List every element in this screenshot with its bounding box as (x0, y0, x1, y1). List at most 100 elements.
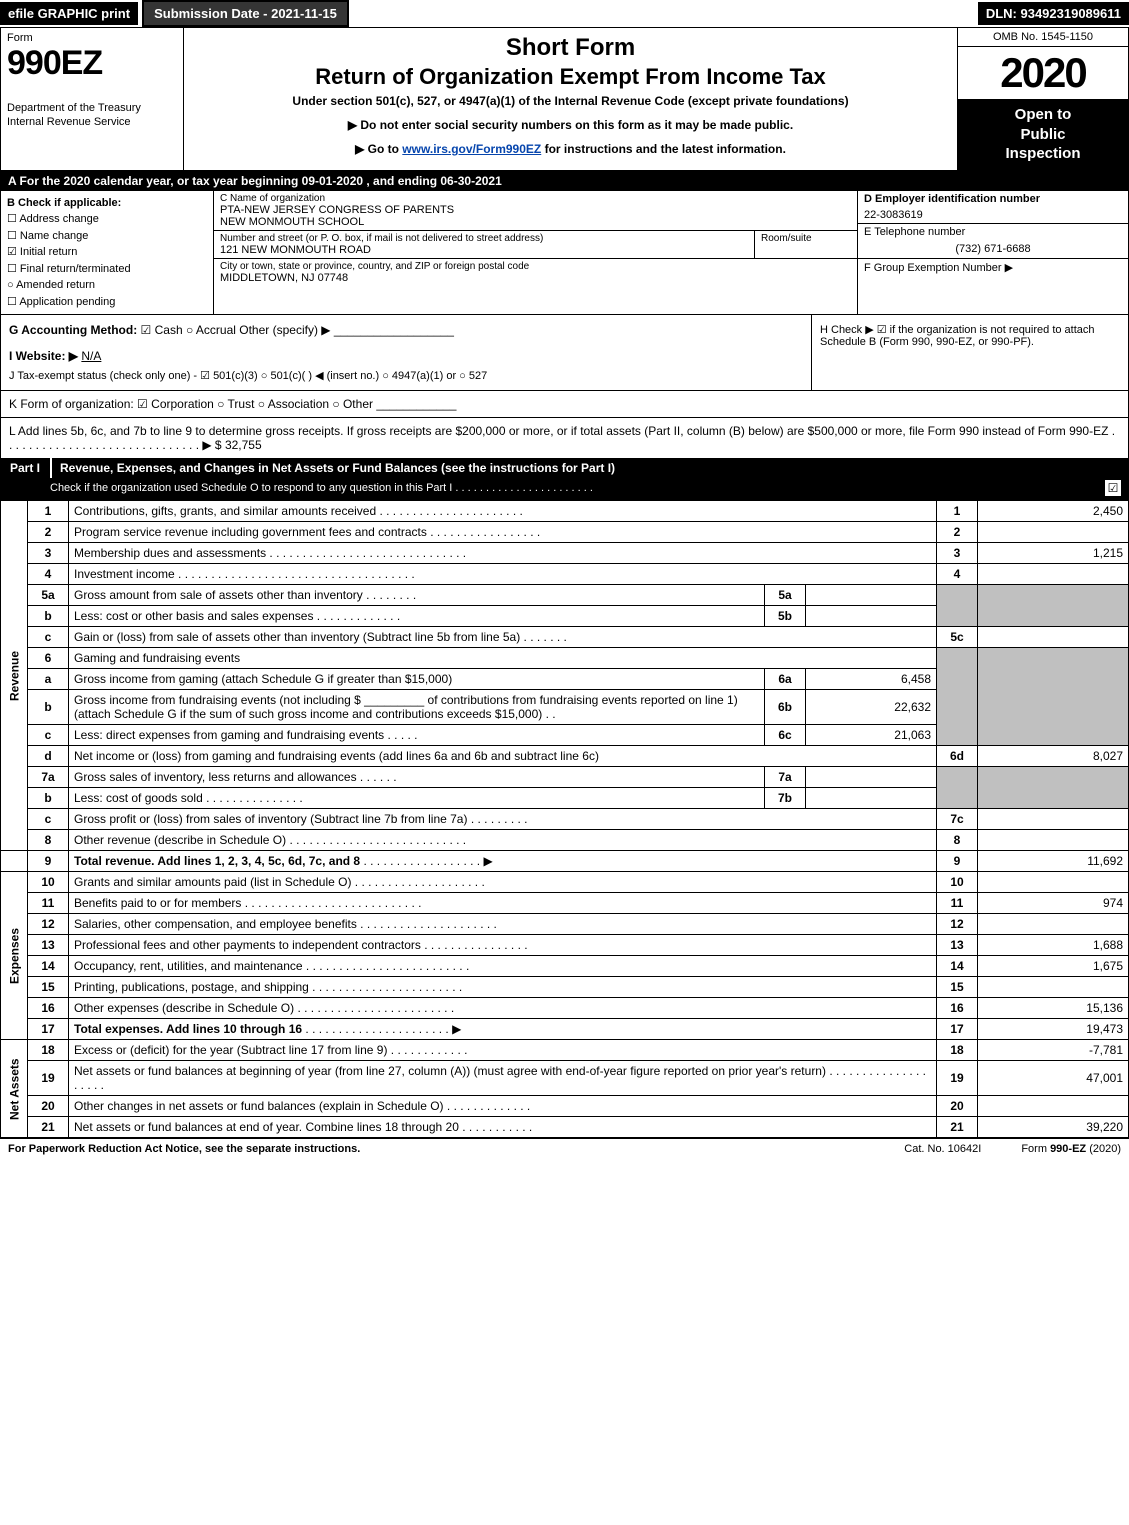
l9-rv: 11,692 (978, 851, 1129, 872)
l18-no: 18 (28, 1040, 69, 1061)
open-line-1: Open to (958, 105, 1128, 125)
l8-desc: Other revenue (describe in Schedule O) .… (69, 830, 937, 851)
l12-rv (978, 914, 1129, 935)
header-subtitle: Under section 501(c), 527, or 4947(a)(1)… (194, 94, 947, 108)
tax-year: 2020 (958, 47, 1128, 99)
l6b-no: b (28, 690, 69, 725)
section-k[interactable]: K Form of organization: ☑ Corporation ○ … (0, 391, 1129, 418)
h-box: H Check ▶ ☑ if the organization is not r… (811, 315, 1128, 390)
l2-rn: 2 (937, 522, 978, 543)
l3-rv: 1,215 (978, 543, 1129, 564)
l7c-rv (978, 809, 1129, 830)
l18-desc: Excess or (deficit) for the year (Subtra… (69, 1040, 937, 1061)
l6a-mv: 6,458 (806, 669, 937, 690)
rev-bottom-spacer (1, 851, 28, 872)
l16-rv: 15,136 (978, 998, 1129, 1019)
i-label: I Website: ▶ (9, 349, 78, 363)
l6d-desc: Net income or (loss) from gaming and fun… (69, 746, 937, 767)
form-label: Form (7, 32, 177, 44)
footer-right: Form 990-EZ (2020) (1021, 1143, 1121, 1155)
tel-value: (732) 671-6688 (858, 240, 1128, 258)
l5c-no: c (28, 627, 69, 648)
part1-header: Part I Revenue, Expenses, and Changes in… (0, 458, 1129, 478)
header-right: OMB No. 1545-1150 2020 Open to Public In… (957, 28, 1128, 170)
footer-mid: Cat. No. 10642I (904, 1143, 981, 1155)
l15-no: 15 (28, 977, 69, 998)
top-bar: efile GRAPHIC print Submission Date - 20… (0, 0, 1129, 28)
l9-desc: Total revenue. Add lines 1, 2, 3, 4, 5c,… (69, 851, 937, 872)
ein-value: 22-3083619 (858, 207, 1128, 223)
l20-rv (978, 1096, 1129, 1117)
section-l-amount: 32,755 (225, 438, 262, 452)
section-l-text: L Add lines 5b, 6c, and 7b to line 9 to … (9, 424, 1115, 452)
city-row: City or town, state or province, country… (214, 259, 857, 286)
instr2-post: for instructions and the latest informat… (541, 142, 786, 156)
room-label: Room/suite (761, 233, 851, 244)
l7a-mn: 7a (765, 767, 806, 788)
submission-date-button[interactable]: Submission Date - 2021-11-15 (142, 0, 349, 27)
l8-rn: 8 (937, 830, 978, 851)
ein-label: D Employer identification number (858, 191, 1128, 207)
l5a-desc: Gross amount from sale of assets other t… (69, 585, 765, 606)
l20-rn: 20 (937, 1096, 978, 1117)
l6-shade-val (978, 648, 1129, 746)
l11-rn: 11 (937, 893, 978, 914)
checkbox-initial-return[interactable]: Initial return (7, 244, 207, 261)
checkbox-name-change[interactable]: Name change (7, 228, 207, 245)
l2-no: 2 (28, 522, 69, 543)
l6-desc: Gaming and fundraising events (69, 648, 937, 669)
l19-no: 19 (28, 1061, 69, 1096)
l12-rn: 12 (937, 914, 978, 935)
instr2-pre: ▶ Go to (355, 142, 402, 156)
page-footer: For Paperwork Reduction Act Notice, see … (0, 1138, 1129, 1159)
l5a-mn: 5a (765, 585, 806, 606)
irs-link[interactable]: www.irs.gov/Form990EZ (402, 142, 541, 156)
l1-rv: 2,450 (978, 501, 1129, 522)
schedule-o-checkbox[interactable]: ☑ (1105, 480, 1121, 496)
l15-desc: Printing, publications, postage, and shi… (69, 977, 937, 998)
col-b-label: B Check if applicable: (7, 195, 207, 212)
city-label: City or town, state or province, country… (220, 261, 851, 272)
l1-desc: Contributions, gifts, grants, and simila… (69, 501, 937, 522)
checkbox-final-return[interactable]: Final return/terminated (7, 261, 207, 278)
tax-exempt-status-row[interactable]: J Tax-exempt status (check only one) - ☑… (9, 369, 803, 382)
l7a-no: 7a (28, 767, 69, 788)
l7b-no: b (28, 788, 69, 809)
l6d-rv: 8,027 (978, 746, 1129, 767)
lines-table: Revenue 1 Contributions, gifts, grants, … (0, 500, 1129, 1138)
checkbox-address-change[interactable]: Address change (7, 211, 207, 228)
expenses-side-label: Expenses (1, 872, 28, 1040)
h-text[interactable]: H Check ▶ ☑ if the organization is not r… (820, 323, 1120, 348)
l19-rn: 19 (937, 1061, 978, 1096)
l10-no: 10 (28, 872, 69, 893)
l5b-no: b (28, 606, 69, 627)
l18-rn: 18 (937, 1040, 978, 1061)
street-address: 121 NEW MONMOUTH ROAD (220, 244, 748, 256)
accounting-method-row: G Accounting Method: ☑ Cash ○ Accrual Ot… (9, 323, 803, 337)
addr-label: Number and street (or P. O. box, if mail… (220, 233, 748, 244)
header-left: Form 990EZ Department of the Treasury In… (1, 28, 184, 170)
l6d-rn: 6d (937, 746, 978, 767)
l11-no: 11 (28, 893, 69, 914)
l2-desc: Program service revenue including govern… (69, 522, 937, 543)
l5-shade-no (937, 585, 978, 627)
g-left: G Accounting Method: ☑ Cash ○ Accrual Ot… (1, 315, 811, 390)
omb-number: OMB No. 1545-1150 (958, 28, 1128, 47)
l5b-mv (806, 606, 937, 627)
l17-rn: 17 (937, 1019, 978, 1040)
website-value: N/A (81, 349, 101, 363)
part1-tab: Part I (0, 458, 52, 478)
l6-shade-no (937, 648, 978, 746)
form-header: Form 990EZ Department of the Treasury In… (0, 28, 1129, 171)
efile-print-tag[interactable]: efile GRAPHIC print (0, 2, 138, 25)
l14-rn: 14 (937, 956, 978, 977)
radio-amended-return[interactable]: Amended return (7, 277, 207, 294)
l5c-rn: 5c (937, 627, 978, 648)
net-assets-side-label: Net Assets (1, 1040, 28, 1138)
dln-tag: DLN: 93492319089611 (978, 2, 1129, 25)
g-options[interactable]: ☑ Cash ○ Accrual Other (specify) ▶ _____… (141, 323, 454, 337)
checkbox-application-pending[interactable]: Application pending (7, 294, 207, 311)
l13-rn: 13 (937, 935, 978, 956)
l20-no: 20 (28, 1096, 69, 1117)
l21-no: 21 (28, 1117, 69, 1138)
